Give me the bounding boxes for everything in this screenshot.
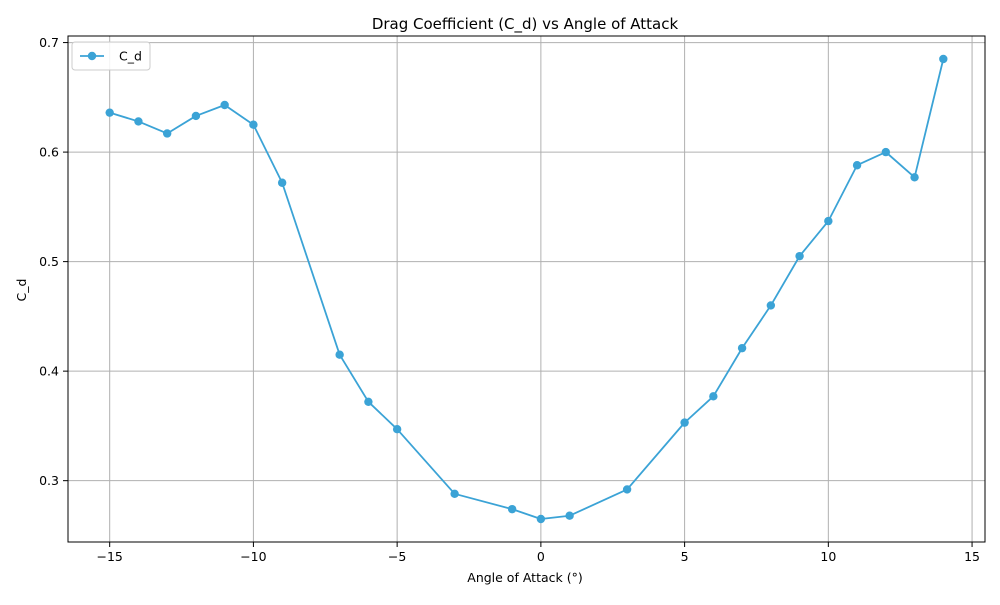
data-point	[220, 100, 229, 110]
data-point	[364, 397, 373, 407]
axis-ticks: −15 −10 −5 0 5 10 15 0.3 0.4 0.5 0.6 0.7	[39, 35, 980, 564]
x-tick-label: 10	[820, 549, 836, 564]
x-tick-label: 5	[681, 549, 689, 564]
data-point	[709, 392, 718, 401]
plot-frame	[67, 35, 986, 543]
data-point	[795, 251, 804, 261]
legend-marker-swatch	[87, 51, 97, 61]
y-tick-label: 0.4	[39, 364, 59, 379]
legend-label: C_d	[119, 49, 142, 64]
data-point	[335, 350, 344, 359]
data-point	[392, 424, 402, 434]
data-point	[737, 343, 747, 353]
y-axis-title: C_d	[14, 279, 29, 302]
data-point	[680, 418, 689, 427]
series-layer	[105, 54, 948, 524]
grid	[68, 36, 985, 542]
x-axis-title: Angle of Attack (°)	[467, 570, 582, 585]
data-point	[507, 504, 517, 514]
y-tick-label: 0.3	[39, 473, 59, 488]
data-point	[766, 301, 776, 310]
data-point	[162, 129, 172, 138]
data-point	[939, 54, 948, 64]
legend-box	[71, 41, 151, 71]
x-tick-label: 15	[964, 549, 980, 564]
data-point	[191, 111, 201, 121]
data-point	[134, 117, 143, 126]
data-point	[105, 108, 114, 117]
data-point	[881, 147, 891, 157]
data-point	[249, 120, 258, 129]
x-tick-label: 0	[537, 549, 545, 564]
x-tick-label: −5	[388, 549, 406, 564]
x-tick-label: −10	[240, 549, 266, 564]
data-point	[536, 514, 546, 524]
data-point	[910, 173, 919, 182]
y-tick-label: 0.7	[39, 35, 59, 50]
data-point	[277, 178, 287, 187]
chart-title: Drag Coefficient (C_d) vs Angle of Attac…	[372, 15, 679, 34]
x-tick-label: −15	[96, 549, 122, 564]
y-tick-label: 0.6	[39, 145, 59, 160]
data-point	[565, 511, 574, 520]
data-point	[450, 489, 459, 499]
legend: C_d	[71, 41, 151, 71]
data-point	[622, 485, 632, 494]
data-point	[852, 161, 862, 170]
y-tick-label: 0.5	[39, 254, 59, 269]
data-point	[824, 216, 833, 226]
